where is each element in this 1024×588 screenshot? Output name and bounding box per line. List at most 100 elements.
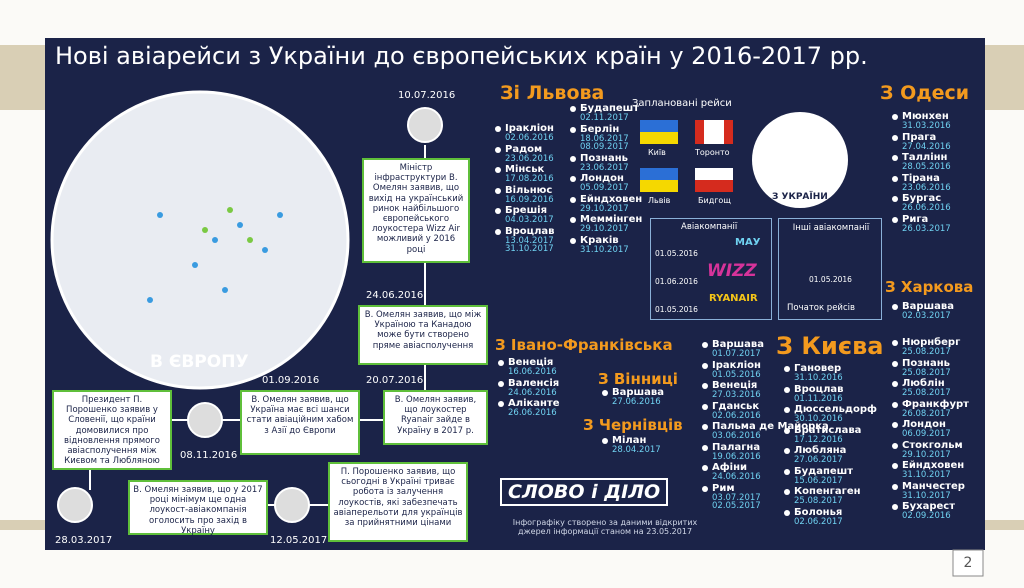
airlines-box: Авіакомпанії 01.05.2016 01.06.2016 01.05… — [650, 218, 772, 320]
bullet — [892, 401, 898, 408]
destination: Тірана 23.06.2016 — [892, 173, 951, 193]
bullet — [570, 106, 576, 112]
destination-date: 02.09.2016 — [902, 511, 951, 521]
bullet — [892, 340, 898, 346]
destination-date: 15.06.2017 — [794, 475, 843, 486]
bullet — [784, 509, 790, 516]
destination: Іракліон 02.06.2016 — [495, 124, 554, 143]
bullet — [784, 366, 790, 372]
timeline-date: 20.07.2016 — [366, 375, 424, 386]
bullet — [570, 196, 576, 203]
map-label: В ЄВРОПУ — [150, 352, 249, 372]
destination-column: Мюнхен 31.03.2016 Прага 27.04.2016 Таллінн 28… — [892, 111, 951, 233]
airline-date: 01.05.2016 — [655, 249, 698, 258]
destination: Болонья 02.06.2017 — [784, 507, 877, 527]
destination: Вроцлав 13.04.2017 31.10.2017 — [495, 226, 554, 254]
bullet — [784, 448, 790, 454]
destination-date: 31.03.2016 — [902, 121, 951, 131]
destination-city: Мінськ — [505, 164, 545, 175]
bullet — [892, 155, 898, 161]
portrait — [407, 107, 443, 143]
bullet — [495, 167, 501, 173]
destination-date: 18.06.2017 — [580, 133, 629, 144]
bullet — [892, 114, 898, 120]
destination-date: 24.06.2016 — [712, 472, 761, 482]
destination-city: Меммінген — [580, 214, 643, 225]
destination: Лондон 05.09.2017 — [570, 174, 642, 193]
destination-city: Варшава — [712, 339, 764, 350]
destination-date: 31.10.2017 — [580, 244, 629, 255]
bullet — [495, 146, 501, 153]
destination-date: 29.10.2017 — [580, 203, 629, 214]
bullet — [495, 187, 501, 194]
destination-city: Краків — [580, 234, 619, 246]
bullet — [570, 155, 576, 162]
destination-city: Варшава — [612, 387, 664, 398]
destination-date: 29.10.2017 — [580, 224, 629, 234]
destination: Палагна 19.06.2016 — [702, 442, 829, 462]
destination: Брешія 04.03.2017 — [495, 205, 554, 225]
destination: Меммінген 29.10.2017 — [570, 214, 643, 234]
destination-column: Нюрнберг 25.08.2017 Познань 25.08.2017 Люблі… — [892, 338, 969, 521]
destination-date: 27.03.2016 — [712, 390, 761, 400]
destination-date: 24.06.2016 — [508, 387, 557, 398]
destination-city: Валенсія — [508, 377, 560, 389]
destination-date: 02.05.2017 — [712, 501, 761, 511]
destination: Нюрнберг 25.08.2017 — [892, 338, 969, 357]
airline-date: 01.06.2016 — [655, 277, 698, 286]
bullet — [498, 360, 504, 366]
destination-city: Рига — [902, 213, 929, 225]
map-dots-green — [202, 207, 253, 243]
destination-date: 26.08.2017 — [902, 408, 951, 419]
destination-date: 27.06.2016 — [612, 397, 661, 407]
destination-city: Бухарест — [902, 501, 956, 512]
destination: Гановер 31.10.2016 — [784, 364, 877, 383]
destination-date: 31.10.2016 — [794, 373, 843, 383]
destination-date: 25.08.2017 — [902, 367, 951, 378]
destination-city: Венеція — [508, 357, 554, 368]
destination: Афіни 24.06.2016 — [702, 463, 829, 482]
destination: Франкфурт 26.08.2017 — [892, 398, 969, 419]
destination-date: 19.06.2016 — [712, 451, 761, 462]
bullet — [702, 444, 708, 451]
bullet — [892, 422, 898, 428]
destination: Іракліон 01.05.2016 — [702, 360, 829, 380]
destination: Рим 03.07.2017 02.05.2017 — [702, 483, 829, 511]
destination-date: 23.06.2016 — [902, 182, 951, 193]
other-airlines-box: Інші авіакомпанії 01.05.2016 Початок рей… — [778, 218, 882, 320]
destination: Ейндховен 29.10.2017 — [570, 194, 642, 214]
destination-column: Іракліон 02.06.2016 Радом 23.06.2016 Мінськ 1… — [495, 124, 554, 254]
destination: Будапешт 02.11.2017 — [570, 104, 642, 123]
destination-city: Радом — [505, 143, 543, 155]
destination: Люблін 25.08.2017 — [892, 379, 969, 398]
airline-name: МАУ — [735, 237, 761, 248]
destination-city: Будапешт — [794, 465, 854, 477]
section-title: Зі Львова — [500, 82, 605, 104]
bullet — [784, 427, 790, 434]
destination-city: Варшава — [902, 301, 954, 312]
portrait — [274, 487, 310, 523]
destination-date: 31.10.2017 — [902, 470, 951, 480]
destination-city: Брешія — [505, 205, 548, 216]
destination-city: Стокгольм — [902, 439, 963, 451]
destination-date: 25.08.2017 — [794, 496, 843, 506]
europe-map — [52, 92, 348, 388]
bullet — [702, 362, 708, 369]
destination-date: 16.09.2016 — [505, 194, 554, 205]
bullet — [892, 442, 898, 449]
bullet — [570, 126, 576, 133]
destination-city: Мюнхен — [902, 111, 949, 122]
flag-label: Київ — [648, 148, 666, 157]
destination: Бухарест 02.09.2016 — [892, 501, 969, 521]
destination-city: Лондон — [902, 419, 946, 430]
flag-label: Торонто — [695, 148, 730, 157]
destination-city: Любляна — [794, 445, 847, 456]
destination-city: Мілан — [612, 435, 647, 446]
destination: Прага 27.04.2016 — [892, 132, 951, 152]
destination-city: Франкфурт — [902, 398, 969, 410]
other-airlines-date: 01.05.2016 — [809, 275, 852, 284]
destination: Венеція 27.03.2016 — [702, 381, 829, 400]
bullet — [702, 342, 708, 348]
